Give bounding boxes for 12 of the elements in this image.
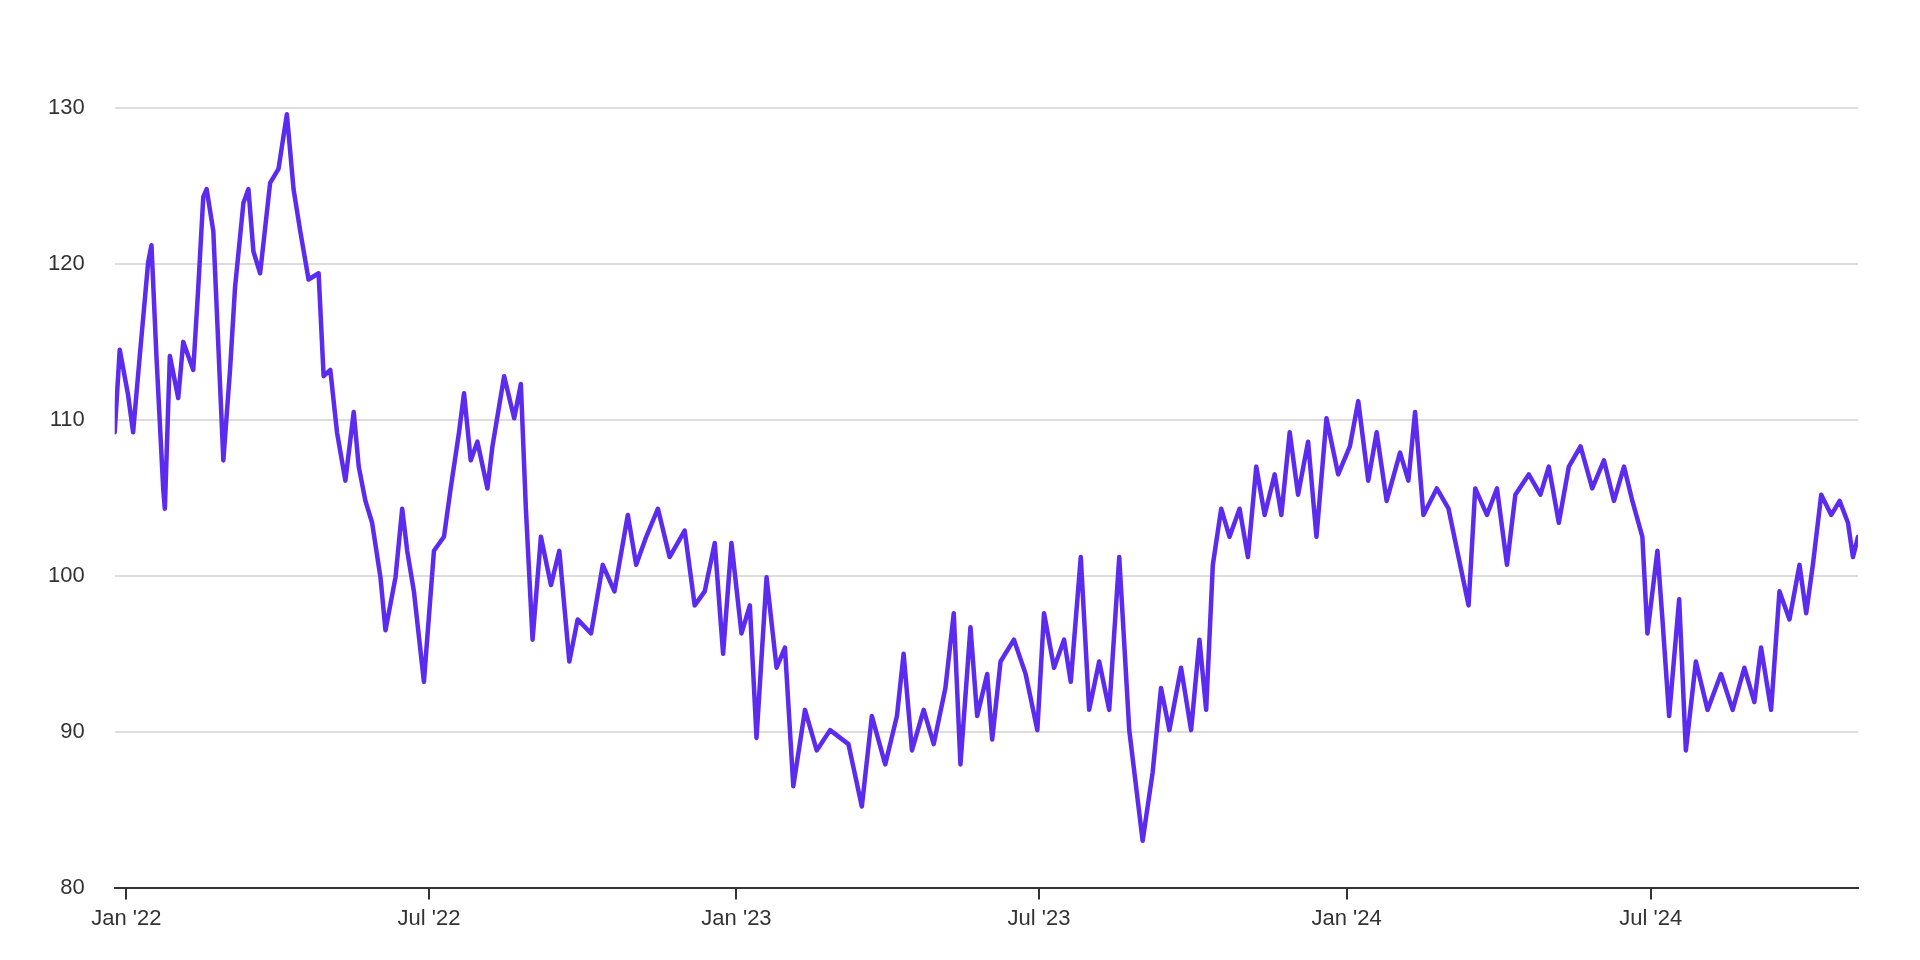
- y-tick-label: 100: [47, 561, 85, 587]
- x-tick-label: Jul '24: [1619, 904, 1683, 930]
- y-tick-label: 130: [47, 94, 85, 120]
- x-tick-label: Jan '24: [1311, 904, 1382, 930]
- x-tick-label: Jul '22: [397, 904, 461, 930]
- x-tick-label: Jan '23: [701, 904, 772, 930]
- y-tick-label: 90: [60, 717, 85, 743]
- x-tick-label: Jul '23: [1007, 904, 1071, 930]
- y-tick-label: 120: [47, 249, 85, 275]
- y-tick-label: 80: [60, 873, 85, 899]
- x-tick-label: Jan '22: [91, 904, 162, 930]
- y-tick-label: 110: [49, 405, 85, 431]
